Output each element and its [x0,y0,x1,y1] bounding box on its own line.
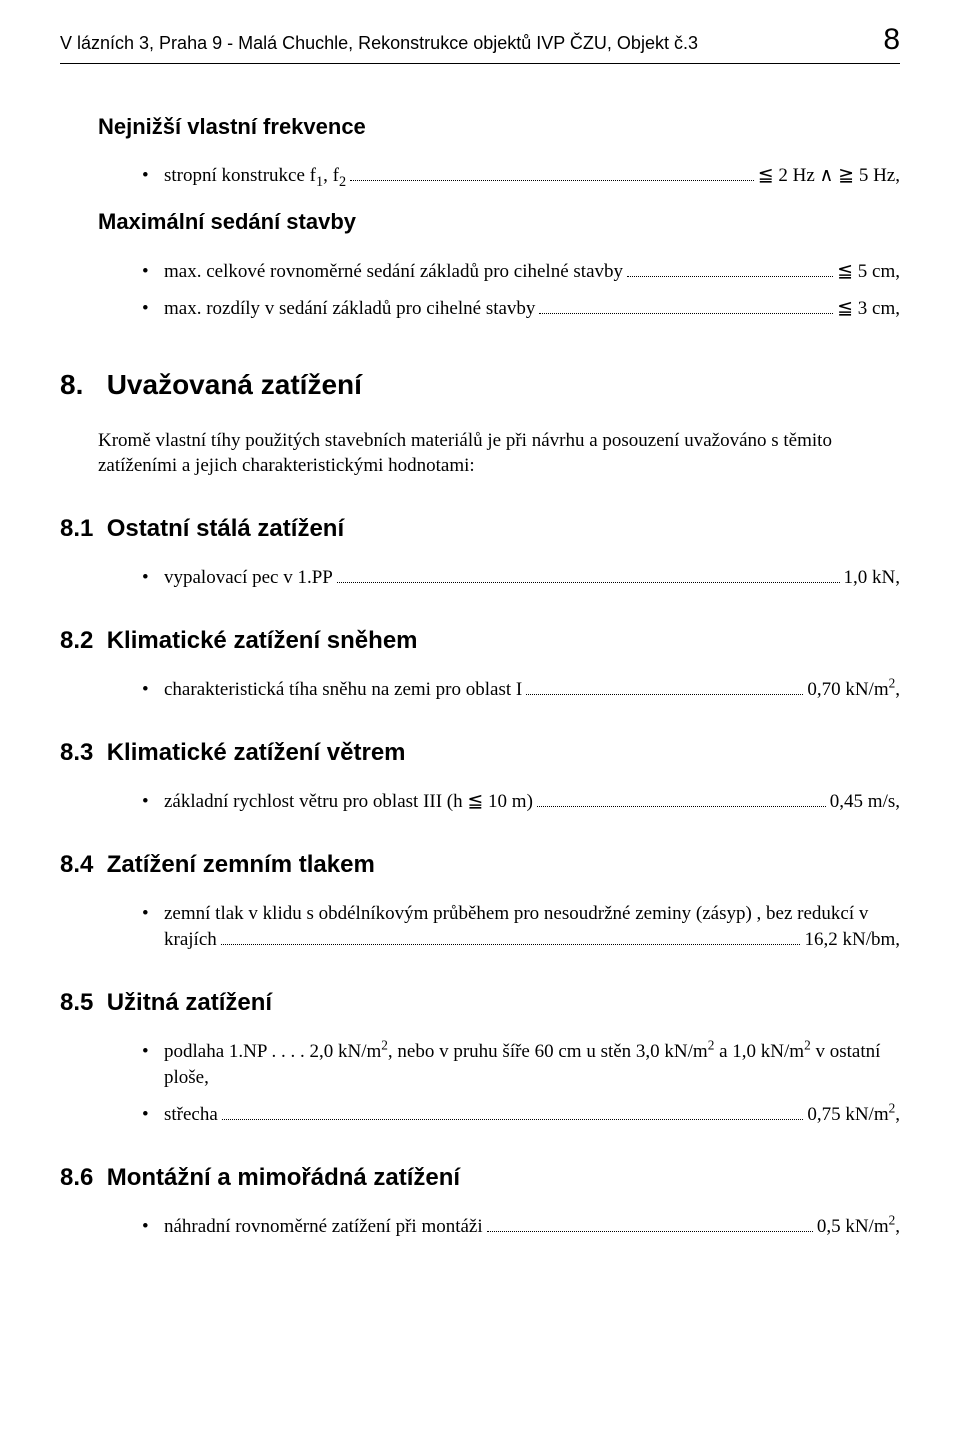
list-item: max. celkové rovnoměrné sedání základů p… [136,259,900,285]
list-8-2: charakteristická tíha sněhu na zemi pro … [136,677,900,703]
m: a 1,0 kN/m [714,1041,804,1062]
num: 8.3 [60,739,93,766]
t: podlaha 1.NP [164,1041,267,1062]
list-item: max. rozdíly v sedání základů pro ciheln… [136,296,900,322]
list-item: střecha 0,75 kN/m2, [136,1102,900,1128]
list-item: náhradní rovnoměrné zatížení při montáži… [136,1214,900,1240]
item-value: 0,45 m/s, [830,789,900,815]
title: Klimatické zatížení sněhem [107,627,418,654]
item-value: ≦ 5 cm, [837,259,900,285]
num: 8.6 [60,1164,93,1191]
item-text: základní rychlost větru pro oblast III (… [164,789,533,815]
t: , [895,679,900,700]
leader-dots [539,298,833,314]
leader-row: max. rozdíly v sedání základů pro ciheln… [164,296,900,322]
leader-row: vypalovací pec v 1.PP 1,0 kN, [164,565,900,591]
item-text: max. rozdíly v sedání základů pro ciheln… [164,296,535,322]
page-number: 8 [883,20,900,61]
txt: , f [323,165,339,186]
heading-lowest-freq: Nejnižší vlastní frekvence [98,112,900,142]
item-value: 1,0 kN, [844,565,900,591]
heading-max-settle: Maximální sedání stavby [98,207,900,237]
item-value: 0,70 kN/m2, [807,677,900,703]
header-text: V lázních 3, Praha 9 - Malá Chuchle, Rek… [60,31,698,55]
m: , nebo v pruhu šíře 60 cm u stěn 3,0 kN/… [388,1041,708,1062]
v: 0,70 kN/m [807,679,888,700]
item-text: střecha [164,1102,218,1128]
num: 8.4 [60,851,93,878]
num: 8. [60,369,83,400]
leader-dots [627,260,833,276]
title: Montážní a mimořádná zatížení [107,1164,460,1191]
list-item: charakteristická tíha sněhu na zemi pro … [136,677,900,703]
leader-row: náhradní rovnoměrné zatížení při montáži… [164,1214,900,1240]
leader-dots [537,791,826,807]
leader-dots [337,567,840,583]
leader-row: max. celkové rovnoměrné sedání základů p… [164,259,900,285]
page: V lázních 3, Praha 9 - Malá Chuchle, Rek… [0,0,960,1298]
heading-8-1: 8.1 Ostatní stálá zatížení [60,513,900,545]
leader-dots [222,1104,804,1120]
v: 0,75 kN/m [807,1104,888,1125]
num: 8.2 [60,627,93,654]
item-value: ≦ 2 Hz ∧ ≧ 5 Hz, [758,163,900,189]
leader-row: základní rychlost větru pro oblast III (… [164,789,900,815]
item-value: 16,2 kN/bm, [804,927,900,953]
item-text: max. celkové rovnoměrné sedání základů p… [164,259,623,285]
num: 8.5 [60,989,93,1016]
list-8-5: podlaha 1.NP . . . . 2,0 kN/m2, nebo v p… [136,1039,900,1128]
leader-row: střecha 0,75 kN/m2, [164,1102,900,1128]
m: 2,0 kN/m [309,1041,381,1062]
leader-row: charakteristická tíha sněhu na zemi pro … [164,677,900,703]
item-text: náhradní rovnoměrné zatížení při montáži [164,1214,483,1240]
leader-dots [526,679,803,695]
title: Klimatické zatížení větrem [107,739,406,766]
s: 2 [381,1038,388,1053]
leader-dots [221,929,801,945]
para-8: Kromě vlastní tíhy použitých stavebních … [98,428,900,479]
num: 8.1 [60,515,93,542]
item-value: ≦ 3 cm, [837,296,900,322]
list-8-3: základní rychlost větru pro oblast III (… [136,789,900,815]
item-value: 0,75 kN/m2, [807,1102,900,1128]
list-item: zemní tlak v klidu s obdélníkovým průběh… [136,901,900,952]
sub: 2 [339,174,346,190]
leader-row: krajích 16,2 kN/bm, [164,927,900,953]
t: , [895,1104,900,1125]
list-item: vypalovací pec v 1.PP 1,0 kN, [136,565,900,591]
txt: stropní konstrukce f [164,165,316,186]
leader-dots [487,1216,813,1232]
leader-row: stropní konstrukce f1, f2 ≦ 2 Hz ∧ ≧ 5 H… [164,163,900,189]
item-text-line1: zemní tlak v klidu s obdélníkovým průběh… [164,901,900,927]
list-item: stropní konstrukce f1, f2 ≦ 2 Hz ∧ ≧ 5 H… [136,163,900,189]
list-8-1: vypalovací pec v 1.PP 1,0 kN, [136,565,900,591]
heading-8: 8. Uvažovaná zatížení [60,366,900,404]
list-item: podlaha 1.NP . . . . 2,0 kN/m2, nebo v p… [136,1039,900,1090]
title: Zatížení zemním tlakem [107,851,375,878]
list-max-settle: max. celkové rovnoměrné sedání základů p… [136,259,900,322]
s: 2 [804,1038,811,1053]
item-text: stropní konstrukce f1, f2 [164,163,346,189]
title: Užitná zatížení [107,989,272,1016]
list-lowest-freq: stropní konstrukce f1, f2 ≦ 2 Hz ∧ ≧ 5 H… [136,163,900,189]
list-8-6: náhradní rovnoměrné zatížení při montáži… [136,1214,900,1240]
list-8-4: zemní tlak v klidu s obdélníkovým průběh… [136,901,900,952]
page-header: V lázních 3, Praha 9 - Malá Chuchle, Rek… [60,20,900,64]
heading-8-6: 8.6 Montážní a mimořádná zatížení [60,1162,900,1194]
item-text: vypalovací pec v 1.PP [164,565,333,591]
title: Uvažovaná zatížení [107,369,362,400]
item-text: podlaha 1.NP . . . . 2,0 kN/m2, nebo v p… [164,1041,880,1088]
heading-8-4: 8.4 Zatížení zemním tlakem [60,849,900,881]
item-value: 0,5 kN/m2, [817,1214,900,1240]
list-item: základní rychlost větru pro oblast III (… [136,789,900,815]
item-text-line2: krajích [164,927,217,953]
title: Ostatní stálá zatížení [107,515,344,542]
leader-dots [350,165,754,181]
heading-8-2: 8.2 Klimatické zatížení sněhem [60,625,900,657]
item-text: charakteristická tíha sněhu na zemi pro … [164,677,522,703]
heading-8-3: 8.3 Klimatické zatížení větrem [60,737,900,769]
v: 0,5 kN/m [817,1216,889,1237]
heading-8-5: 8.5 Užitná zatížení [60,987,900,1019]
t: , [895,1216,900,1237]
